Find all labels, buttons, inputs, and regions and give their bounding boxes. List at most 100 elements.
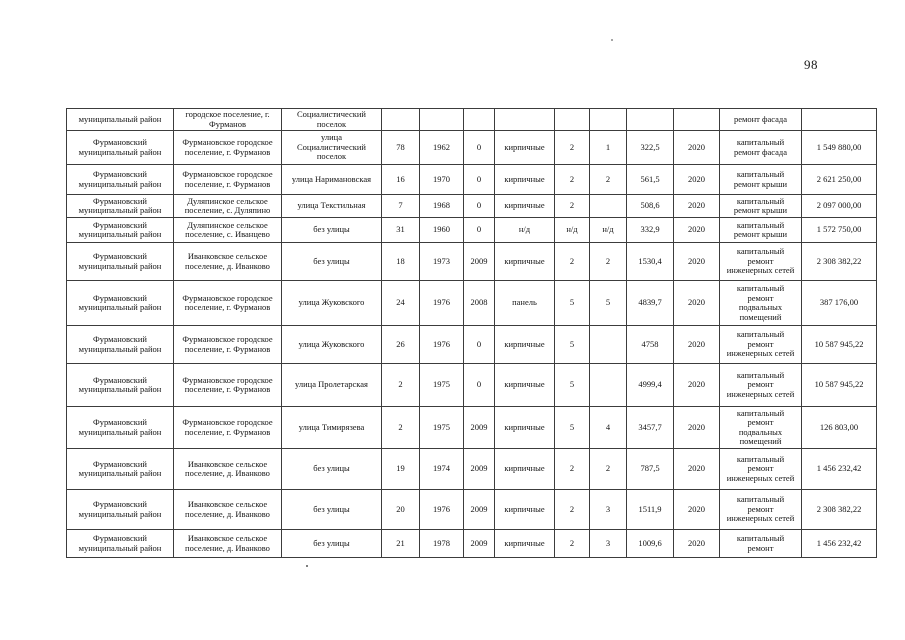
table-cell: 1511,9 bbox=[626, 489, 674, 531]
table-cell: кирпичные bbox=[494, 448, 555, 491]
table-cell bbox=[463, 107, 495, 132]
table-cell: Фурмановский муниципальный район bbox=[66, 489, 174, 531]
table-cell: капитальный ремонт bbox=[719, 529, 802, 559]
table-cell: 1 bbox=[589, 130, 627, 166]
table-cell: Фурмановский муниципальный район bbox=[66, 529, 174, 559]
table-cell: городское поселение, г. Фурманов bbox=[173, 107, 282, 132]
table-cell: 16 bbox=[381, 164, 420, 196]
table-cell: 561,5 bbox=[626, 164, 674, 196]
table-cell: улица Социалистический поселок bbox=[281, 130, 382, 166]
table-cell: 2 bbox=[554, 194, 590, 219]
table-cell: улица Жуковского bbox=[281, 325, 382, 365]
table-cell: 3 bbox=[589, 489, 627, 531]
table-cell: 2009 bbox=[463, 489, 495, 531]
table-cell: 1973 bbox=[419, 242, 464, 282]
table-cell: Иванковское сельское поселение, д. Иванк… bbox=[173, 529, 282, 559]
table-cell: 2020 bbox=[673, 194, 720, 219]
table-cell: 5 bbox=[554, 325, 590, 365]
table-cell: 2 bbox=[589, 242, 627, 282]
table-cell: 26 bbox=[381, 325, 420, 365]
table-cell: Дуляпинское сельское поселение, с. Дуляп… bbox=[173, 194, 282, 219]
table-cell: 5 bbox=[554, 406, 590, 450]
scan-speck bbox=[306, 565, 308, 567]
table-cell: 2009 bbox=[463, 242, 495, 282]
table-cell bbox=[589, 363, 627, 408]
table-cell: 0 bbox=[463, 363, 495, 408]
table-cell: 1974 bbox=[419, 448, 464, 491]
table-cell: 2 308 382,22 bbox=[801, 242, 877, 282]
table-cell: Фурмановское городское поселение, г. Фур… bbox=[173, 280, 282, 327]
table-cell bbox=[419, 107, 464, 132]
table-cell: 2 bbox=[381, 363, 420, 408]
table-cell: 5 bbox=[554, 280, 590, 327]
table-cell: н/д bbox=[494, 217, 555, 244]
table-cell: н/д bbox=[554, 217, 590, 244]
table-row: Фурмановский муниципальный район Дуляпинс… bbox=[66, 194, 877, 219]
table-cell: капитальный ремонт фасада bbox=[719, 130, 802, 166]
table-cell: Дуляпинское сельское поселение, с. Иванц… bbox=[173, 217, 282, 244]
buildings-repair-table: муниципальный район городское поселение, … bbox=[66, 107, 877, 559]
table-cell: 1 456 232,42 bbox=[801, 529, 877, 559]
table-cell: 2020 bbox=[673, 130, 720, 166]
table-cell: Фурмановский муниципальный район bbox=[66, 325, 174, 365]
table-cell: без улицы bbox=[281, 217, 382, 244]
table-cell: 1962 bbox=[419, 130, 464, 166]
table-cell: кирпичные bbox=[494, 194, 555, 219]
table-cell: 2009 bbox=[463, 529, 495, 559]
table-cell: 2 097 000,00 bbox=[801, 194, 877, 219]
table-cell: 2020 bbox=[673, 164, 720, 196]
table-cell: капитальный ремонт инженерных сетей bbox=[719, 489, 802, 531]
table-cell: 4999,4 bbox=[626, 363, 674, 408]
table-cell: 0 bbox=[463, 164, 495, 196]
table-row: Фурмановский муниципальный район Фурманов… bbox=[66, 325, 877, 365]
table-body: муниципальный район городское поселение, … bbox=[66, 107, 877, 559]
table-cell: 2020 bbox=[673, 529, 720, 559]
table-cell: 5 bbox=[589, 280, 627, 327]
table-cell: Иванковское сельское поселение, д. Иванк… bbox=[173, 489, 282, 531]
table-container: муниципальный район городское поселение, … bbox=[66, 107, 877, 559]
table-cell: кирпичные bbox=[494, 529, 555, 559]
table-cell: Фурмановское городское поселение, г. Фур… bbox=[173, 164, 282, 196]
table-cell: 2 308 382,22 bbox=[801, 489, 877, 531]
table-cell: 2 bbox=[381, 406, 420, 450]
table-row: Фурмановский муниципальный район Иванковс… bbox=[66, 489, 877, 531]
table-cell: 5 bbox=[554, 363, 590, 408]
table-cell: 2 bbox=[589, 164, 627, 196]
table-cell: 332,9 bbox=[626, 217, 674, 244]
table-cell bbox=[589, 107, 627, 132]
table-cell: 2020 bbox=[673, 489, 720, 531]
table-cell: 0 bbox=[463, 194, 495, 219]
table-cell: 2 bbox=[554, 448, 590, 491]
table-row: Фурмановский муниципальный район Иванковс… bbox=[66, 242, 877, 282]
table-cell: кирпичные bbox=[494, 242, 555, 282]
table-cell: 0 bbox=[463, 217, 495, 244]
table-row: Фурмановский муниципальный район Фурманов… bbox=[66, 363, 877, 408]
table-cell: 4758 bbox=[626, 325, 674, 365]
table-cell: кирпичные bbox=[494, 489, 555, 531]
table-cell: 2 bbox=[589, 448, 627, 491]
table-cell: без улицы bbox=[281, 448, 382, 491]
table-cell bbox=[589, 194, 627, 219]
table-cell: 21 bbox=[381, 529, 420, 559]
table-cell: 2009 bbox=[463, 448, 495, 491]
table-cell: 2 bbox=[554, 489, 590, 531]
table-cell: 1978 bbox=[419, 529, 464, 559]
table-cell: 2008 bbox=[463, 280, 495, 327]
table-cell: 1 456 232,42 bbox=[801, 448, 877, 491]
table-cell bbox=[589, 325, 627, 365]
table-cell: 2 bbox=[554, 130, 590, 166]
table-cell: 2 bbox=[554, 164, 590, 196]
table-cell: 7 bbox=[381, 194, 420, 219]
table-cell: 2020 bbox=[673, 325, 720, 365]
table-cell: 126 803,00 bbox=[801, 406, 877, 450]
table-row: Фурмановский муниципальный район Дуляпинс… bbox=[66, 217, 877, 244]
table-cell: кирпичные bbox=[494, 130, 555, 166]
table-cell: муниципальный район bbox=[66, 107, 174, 132]
table-cell: 2 bbox=[554, 529, 590, 559]
table-cell: 1960 bbox=[419, 217, 464, 244]
table-cell: кирпичные bbox=[494, 325, 555, 365]
table-cell: 508,6 bbox=[626, 194, 674, 219]
table-cell: улица Жуковского bbox=[281, 280, 382, 327]
table-cell: 2020 bbox=[673, 280, 720, 327]
